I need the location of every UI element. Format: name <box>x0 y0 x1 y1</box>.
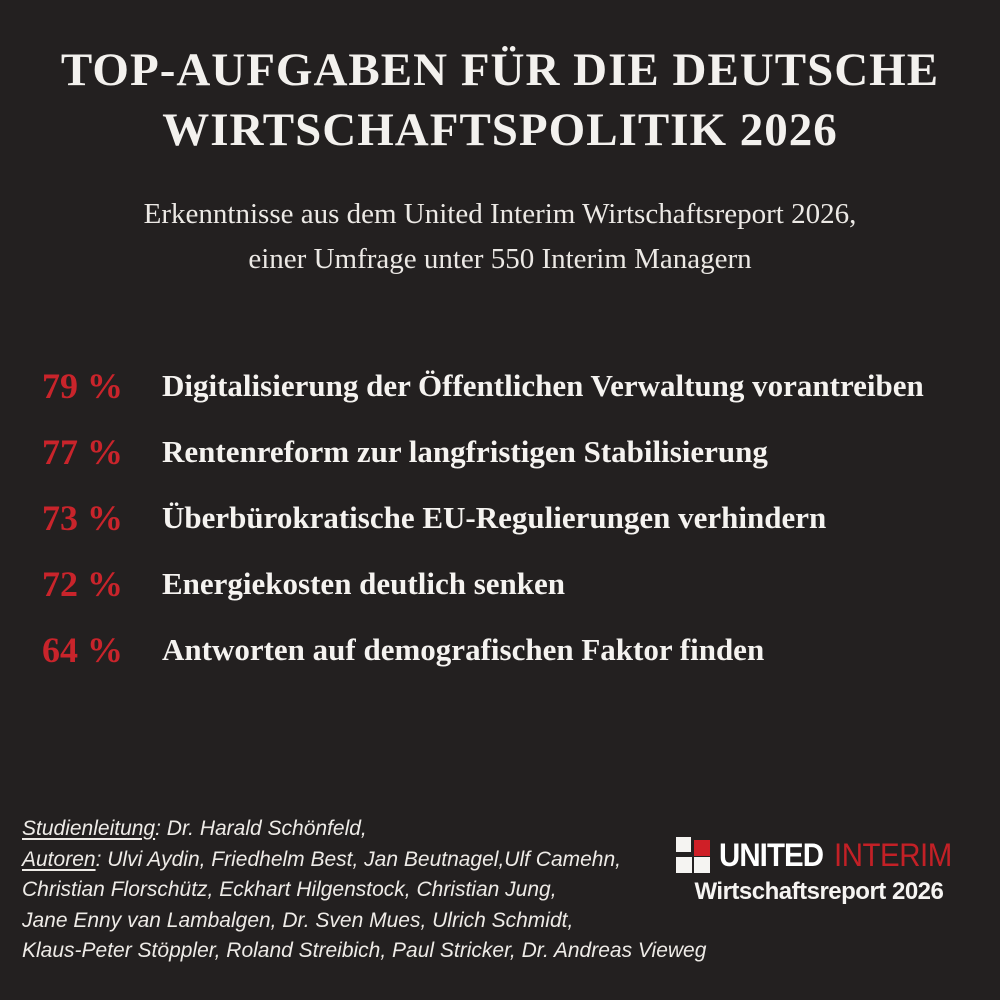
logo-tagline: Wirtschaftsreport 2026 <box>694 878 944 905</box>
logo-square-white-icon <box>675 837 691 852</box>
task-label: Rentenreform zur langfristigen Stabilisi… <box>162 434 768 469</box>
percent-value: 64 % <box>42 630 123 670</box>
percent-value: 79 % <box>42 366 123 406</box>
credits-line-authors: Autoren: Ulvi Aydin, Friedhelm Best, Jan… <box>22 845 706 876</box>
logo-united-wordmark: UNITED <box>718 837 824 873</box>
autoren-names-1: : Ulvi Aydin, Friedhelm Best, Jan Beutna… <box>95 847 622 871</box>
autoren-names-2: Christian Florschütz, Eckhart Hilgenstoc… <box>22 878 557 901</box>
page-subtitle: Erkenntnisse aus dem United Interim Wirt… <box>0 192 1000 282</box>
autoren-names-4: Klaus-Peter Stöppler, Roland Streibich, … <box>22 939 707 962</box>
studienleitung-label: Studienleitung <box>22 817 156 840</box>
logo-square-red-icon <box>693 840 710 856</box>
title-line-2: WIRTSCHAFTSPOLITIK 2026 <box>162 104 838 156</box>
percent-value: 77 % <box>42 432 123 472</box>
list-item: 64 % Antworten auf demografischen Faktor… <box>42 630 970 670</box>
task-label: Energiekosten deutlich senken <box>162 566 566 601</box>
task-label: Überbürokratische EU-Regulierungen verhi… <box>162 500 827 535</box>
autoren-label: Autoren <box>22 847 96 871</box>
logo-row: UNITED INTERIM <box>675 837 962 874</box>
credits-line-leader: Studienleitung: Dr. Harald Schönfeld, <box>22 814 706 845</box>
list-item: 79 % Digitalisierung der Öffentlichen Ve… <box>42 366 970 406</box>
list-item: 72 % Energiekosten deutlich senken <box>42 564 970 604</box>
list-item: 77 % Rentenreform zur langfristigen Stab… <box>42 432 970 472</box>
logo-square-white-icon <box>675 857 692 873</box>
subtitle-line-1: Erkenntnisse aus dem United Interim Wirt… <box>143 198 857 230</box>
subtitle-line-2: einer Umfrage unter 550 Interim Managern <box>248 243 752 275</box>
autoren-names-3: Jane Enny van Lambalgen, Dr. Sven Mues, … <box>22 908 574 932</box>
task-label: Antworten auf demografischen Faktor find… <box>162 632 765 667</box>
percent-value: 72 % <box>42 564 123 604</box>
results-list: 79 % Digitalisierung der Öffentlichen Ve… <box>42 366 970 696</box>
page-title: TOP-AUFGABEN FÜR DIE DEUTSCHE WIRTSCHAFT… <box>0 40 1000 160</box>
task-label: Digitalisierung der Öffentlichen Verwalt… <box>162 368 924 403</box>
studienleitung-names: : Dr. Harald Schönfeld, <box>155 817 367 840</box>
logo-interim-wordmark: INTERIM <box>833 837 952 873</box>
logo-grid-icon <box>675 837 713 874</box>
united-interim-logo: UNITED INTERIM Wirtschaftsreport 2026 <box>675 837 962 906</box>
percent-value: 73 % <box>42 498 123 538</box>
logo-square-white-icon <box>693 857 710 873</box>
title-line-1: TOP-AUFGABEN FÜR DIE DEUTSCHE <box>60 44 940 96</box>
list-item: 73 % Überbürokratische EU-Regulierungen … <box>42 498 970 538</box>
credits-block: Studienleitung: Dr. Harald Schönfeld, Au… <box>22 814 706 967</box>
